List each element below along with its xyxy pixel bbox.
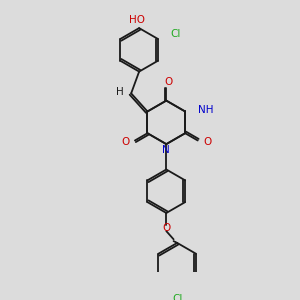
Text: O: O <box>162 224 170 233</box>
Text: O: O <box>164 77 172 88</box>
Text: O: O <box>121 137 130 147</box>
Text: Cl: Cl <box>172 294 182 300</box>
Text: NH: NH <box>198 105 213 115</box>
Text: N: N <box>162 146 170 155</box>
Text: O: O <box>203 137 212 147</box>
Text: HO: HO <box>129 15 145 25</box>
Text: H: H <box>116 86 124 97</box>
Text: Cl: Cl <box>171 29 181 39</box>
